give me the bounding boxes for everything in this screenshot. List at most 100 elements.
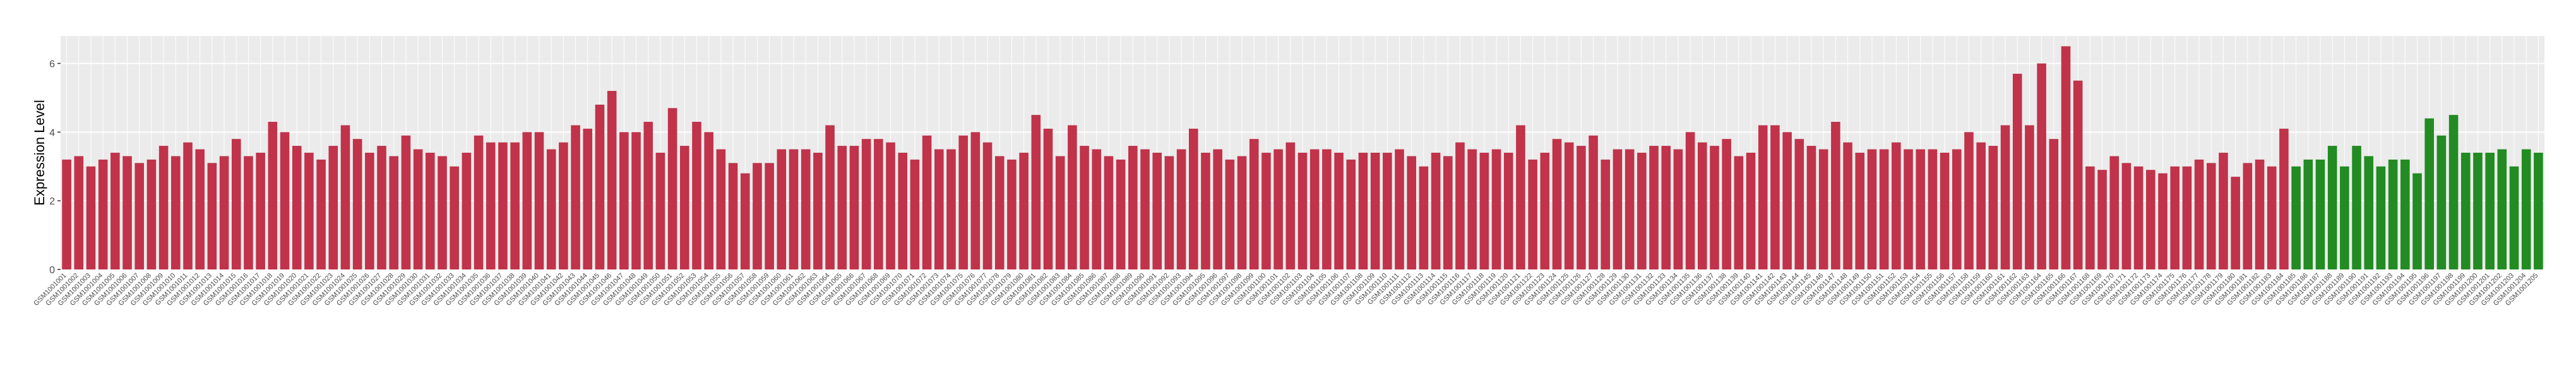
bar <box>280 132 290 269</box>
bar <box>2376 166 2386 269</box>
bar <box>1140 149 1150 269</box>
bar <box>1722 139 1731 269</box>
bar <box>1285 142 1296 269</box>
bar <box>1249 139 1259 269</box>
bar <box>2219 153 2228 269</box>
bar <box>1334 153 1344 269</box>
y-tick-label: 2 <box>49 196 55 207</box>
bar <box>2400 159 2410 269</box>
bar <box>2448 115 2459 269</box>
y-tick-label: 6 <box>49 59 55 70</box>
bar <box>158 146 169 269</box>
bar <box>2158 173 2168 269</box>
bar <box>1843 142 1852 269</box>
bar <box>1225 159 1235 269</box>
bar <box>559 142 568 269</box>
bar <box>1649 146 1659 269</box>
bar <box>2085 166 2095 269</box>
bar <box>2509 166 2519 269</box>
bar <box>2534 153 2543 269</box>
bar <box>2412 173 2422 269</box>
bar <box>1370 153 1380 269</box>
bar <box>2303 159 2313 269</box>
bar <box>1673 149 1683 269</box>
bar <box>2279 128 2289 269</box>
bar <box>2388 159 2398 269</box>
bar <box>522 132 532 269</box>
bar <box>1770 125 1780 269</box>
bar <box>2146 170 2156 269</box>
bar <box>1479 153 1489 269</box>
bar <box>462 153 472 269</box>
bar <box>74 156 84 269</box>
bar <box>2473 153 2483 269</box>
bar <box>2049 139 2059 269</box>
bar <box>1879 149 1889 269</box>
bar <box>716 149 726 269</box>
bar <box>268 122 278 269</box>
bar <box>1564 142 1574 269</box>
bar <box>171 156 181 269</box>
bar <box>2352 146 2361 269</box>
bar <box>1346 159 1356 269</box>
bar <box>62 159 71 269</box>
bar <box>1055 156 1065 269</box>
bar <box>789 149 799 269</box>
bar <box>1080 146 1089 269</box>
bar <box>1552 139 1562 269</box>
bar <box>631 132 641 269</box>
bar <box>1176 149 1186 269</box>
bar <box>946 149 956 269</box>
bar <box>692 122 701 269</box>
bar <box>667 108 677 269</box>
bar <box>728 163 738 269</box>
bar <box>1892 142 1901 269</box>
bar <box>195 149 205 269</box>
bar <box>510 142 520 269</box>
bar <box>2012 73 2022 270</box>
bar <box>910 159 920 269</box>
bar <box>801 149 811 269</box>
bar <box>1237 156 1247 269</box>
bar <box>958 135 968 269</box>
bar <box>813 153 823 269</box>
bar <box>1528 159 1537 269</box>
bar <box>438 156 447 269</box>
bar <box>740 173 750 269</box>
bar <box>1273 149 1283 269</box>
bar <box>898 153 908 269</box>
bar <box>1467 149 1477 269</box>
bar <box>1213 149 1222 269</box>
bar <box>1855 153 1865 269</box>
bar <box>2133 166 2144 269</box>
y-axis-label: Expression Level <box>32 100 47 206</box>
bar <box>1952 149 1962 269</box>
bar <box>1455 142 1465 269</box>
bar <box>922 135 932 269</box>
bar <box>1164 156 1174 269</box>
bar <box>1431 153 1441 269</box>
bar <box>498 142 508 269</box>
bar <box>1104 156 1114 269</box>
bar <box>292 146 302 269</box>
bar <box>1916 149 1925 269</box>
bar <box>1491 149 1501 269</box>
bar <box>401 135 411 269</box>
bar <box>98 159 108 269</box>
bar <box>595 104 605 269</box>
bar <box>1116 159 1126 269</box>
bar <box>328 146 338 269</box>
bar <box>571 125 580 269</box>
bar <box>849 146 859 269</box>
bar <box>1152 153 1162 269</box>
bar <box>1746 153 1756 269</box>
bar <box>2243 163 2253 269</box>
bar <box>377 146 386 269</box>
bar <box>1503 153 1513 269</box>
bar <box>146 159 157 269</box>
bar <box>1007 159 1017 269</box>
bar <box>2109 156 2120 269</box>
bar <box>1540 153 1550 269</box>
bar <box>1577 146 1586 269</box>
